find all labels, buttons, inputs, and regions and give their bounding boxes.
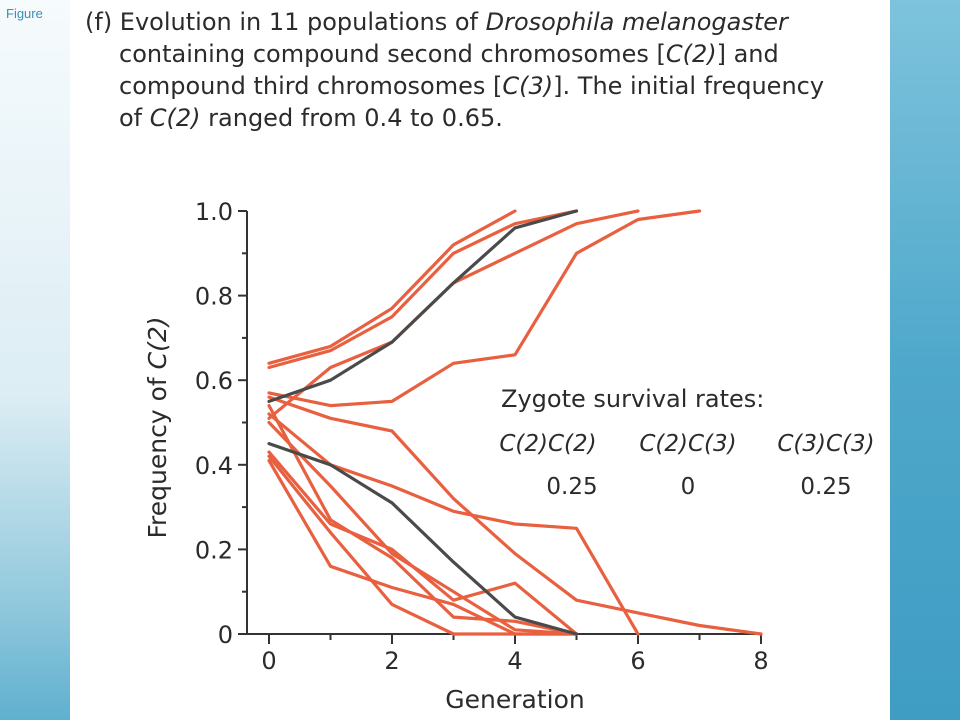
figure-label: Figure (6, 6, 43, 21)
survival-col-1: C(2)C(2) (499, 431, 596, 457)
survival-col-2: C(2)C(3) (639, 431, 736, 457)
chart-axes: 0 0.2 0.4 0.6 0.8 1.0 0 2 4 6 8 Generation Frequency… (143, 198, 769, 714)
predicted-series-line (267, 209, 579, 403)
caption-line4-b: ranged from 0.4 to 0.65. (200, 104, 503, 132)
survival-value-1: 0.25 (546, 474, 597, 500)
caption-line4-a: of (119, 104, 150, 132)
y-axis-title-variable: C(2) (143, 316, 172, 369)
predicted-series-line (267, 442, 579, 636)
observed-series-line (267, 454, 579, 636)
y-tick-label: 0.8 (195, 283, 233, 311)
observed-series-line (267, 459, 579, 636)
frequency-chart: 0 0.2 0.4 0.6 0.8 1.0 0 2 4 6 8 Generation Frequency… (143, 198, 875, 714)
figure-panel: (f) Evolution in 11 populations of Droso… (70, 0, 890, 720)
right-background-strip (890, 0, 960, 720)
y-tick-label: 0.6 (195, 367, 233, 395)
figure-caption: (f) Evolution in 11 populations of Droso… (85, 6, 865, 134)
y-axis-title-prefix: Frequency of (143, 369, 172, 538)
caption-line2-a: containing compound second chromosomes [ (119, 40, 666, 68)
observed-series-line (267, 209, 517, 365)
caption-c3: C(3) (502, 72, 554, 100)
caption-text: (f) Evolution in 11 populations of Droso… (85, 6, 865, 134)
caption-line3-a: compound third chromosomes [ (119, 72, 503, 100)
survival-heading: Zygote survival rates: (501, 385, 764, 413)
caption-prefix: (f) Evolution in 11 populations of (85, 8, 486, 36)
y-tick-label: 0.2 (195, 536, 233, 564)
left-background-strip (0, 0, 70, 720)
caption-line3-b: ]. The initial frequency (553, 72, 825, 100)
y-tick-label: 0.4 (195, 452, 233, 480)
survival-col-3: C(3)C(3) (777, 431, 874, 457)
observed-series-line (267, 209, 579, 370)
x-tick-label: 2 (384, 647, 399, 675)
y-tick-label: 1.0 (195, 198, 233, 226)
x-tick-label: 6 (630, 647, 645, 675)
caption-line2-b: ] and (716, 40, 779, 68)
survival-rates-table: Zygote survival rates: C(2)C(2) C(2)C(3)… (499, 385, 874, 500)
x-tick-label: 4 (507, 647, 522, 675)
caption-c2: C(2) (665, 40, 717, 68)
chart-series (267, 209, 763, 636)
y-axis-title: Frequency of C(2) (143, 316, 172, 538)
observed-series-line (267, 404, 579, 636)
survival-value-3: 0.25 (800, 474, 851, 500)
x-axis-title: Generation (445, 685, 584, 714)
observed-series-line (267, 420, 579, 636)
survival-value-2: 0 (681, 474, 696, 500)
caption-species: Drosophila melanogaster (485, 8, 788, 36)
x-tick-label: 0 (261, 647, 276, 675)
caption-c2-range: C(2) (149, 104, 201, 132)
observed-series-line (267, 395, 763, 636)
y-tick-label: 0 (218, 621, 233, 649)
x-tick-label: 8 (753, 647, 768, 675)
observed-series-line (267, 209, 702, 408)
observed-series-line (267, 450, 579, 636)
